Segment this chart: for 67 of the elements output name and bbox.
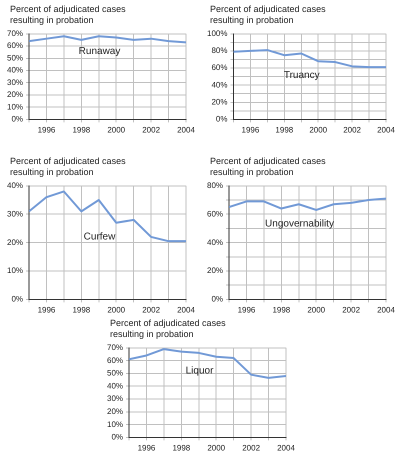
chart-title: Percent of adjudicated cases resulting in probation: [10, 4, 127, 26]
y-tick-label: 10%: [6, 102, 24, 112]
x-tick-label: 2004: [177, 305, 196, 314]
x-tick-label: 1996: [38, 125, 56, 134]
y-tick-label: 20%: [211, 97, 228, 106]
y-tick-label: 0%: [11, 294, 24, 304]
y-tick-label: 50%: [106, 368, 124, 378]
y-tick-label: 10%: [6, 266, 24, 276]
x-tick-label: 2002: [242, 443, 261, 452]
y-tick-label: 40%: [206, 238, 224, 247]
x-tick-label: 2004: [177, 125, 196, 134]
y-tick-label: 0%: [111, 432, 124, 442]
x-tick-label: 1996: [242, 125, 260, 134]
y-tick-label: 0%: [11, 114, 24, 124]
y-tick-label: 70%: [106, 343, 124, 352]
series-label: Liquor: [186, 366, 214, 377]
y-tick-label: 20%: [206, 266, 224, 276]
y-tick-label: 20%: [6, 238, 24, 247]
x-tick-label: 2002: [142, 125, 161, 134]
x-tick-label: 2000: [107, 305, 126, 314]
x-tick-label: 1998: [275, 125, 294, 134]
x-tick-label: 1996: [38, 305, 56, 314]
x-tick-label: 2000: [307, 305, 326, 314]
x-tick-label: 1996: [138, 443, 156, 452]
x-tick-label: 2000: [207, 443, 226, 452]
series-label: Runaway: [78, 46, 120, 58]
x-tick-label: 2000: [309, 125, 328, 134]
x-tick-label: 2002: [142, 305, 161, 314]
x-tick-label: 1996: [238, 305, 256, 314]
y-tick-label: 60%: [6, 41, 24, 50]
y-tick-label: 50%: [6, 53, 24, 62]
y-tick-label: 60%: [206, 209, 224, 218]
chart-title: Percent of adjudicated cases resulting in probation: [210, 4, 327, 26]
y-tick-label: 100%: [206, 29, 228, 38]
y-tick-label: 30%: [6, 209, 24, 218]
y-tick-label: 30%: [6, 78, 24, 87]
y-tick-label: 30%: [106, 394, 124, 404]
y-tick-label: 0%: [216, 114, 228, 124]
y-tick-label: 40%: [6, 181, 24, 190]
y-tick-label: 70%: [6, 29, 24, 38]
x-tick-label: 2004: [277, 443, 296, 452]
chart-title: Percent of adjudicated cases resulting in probation: [10, 156, 127, 178]
y-tick-label: 40%: [106, 381, 124, 390]
chart-title: Percent of adjudicated cases resulting in probation: [210, 156, 327, 178]
x-tick-label: 2000: [107, 125, 126, 134]
x-tick-label: 2002: [343, 125, 362, 134]
y-tick-label: 40%: [211, 80, 228, 90]
y-tick-label: 40%: [6, 66, 24, 75]
x-tick-label: 1998: [272, 305, 291, 314]
y-tick-label: 80%: [211, 46, 228, 56]
x-tick-label: 2004: [377, 125, 396, 134]
chart-title: Percent of adjudicated cases resulting in probation: [110, 318, 227, 340]
y-tick-label: 20%: [106, 407, 124, 416]
x-tick-label: 1998: [72, 305, 91, 314]
x-tick-label: 2004: [377, 305, 396, 314]
x-tick-label: 1998: [172, 443, 191, 452]
y-tick-label: 20%: [6, 90, 24, 100]
y-tick-label: 60%: [211, 63, 228, 72]
series-label: Ungovernability: [265, 218, 334, 230]
y-tick-label: 0%: [211, 294, 224, 304]
y-tick-label: 60%: [106, 356, 124, 365]
series-label: Truancy: [284, 70, 320, 81]
series-label: Curfew: [84, 231, 116, 242]
x-tick-label: 1998: [72, 125, 91, 134]
y-tick-label: 10%: [106, 420, 124, 429]
y-tick-label: 80%: [206, 181, 224, 190]
x-tick-label: 2002: [342, 305, 361, 314]
